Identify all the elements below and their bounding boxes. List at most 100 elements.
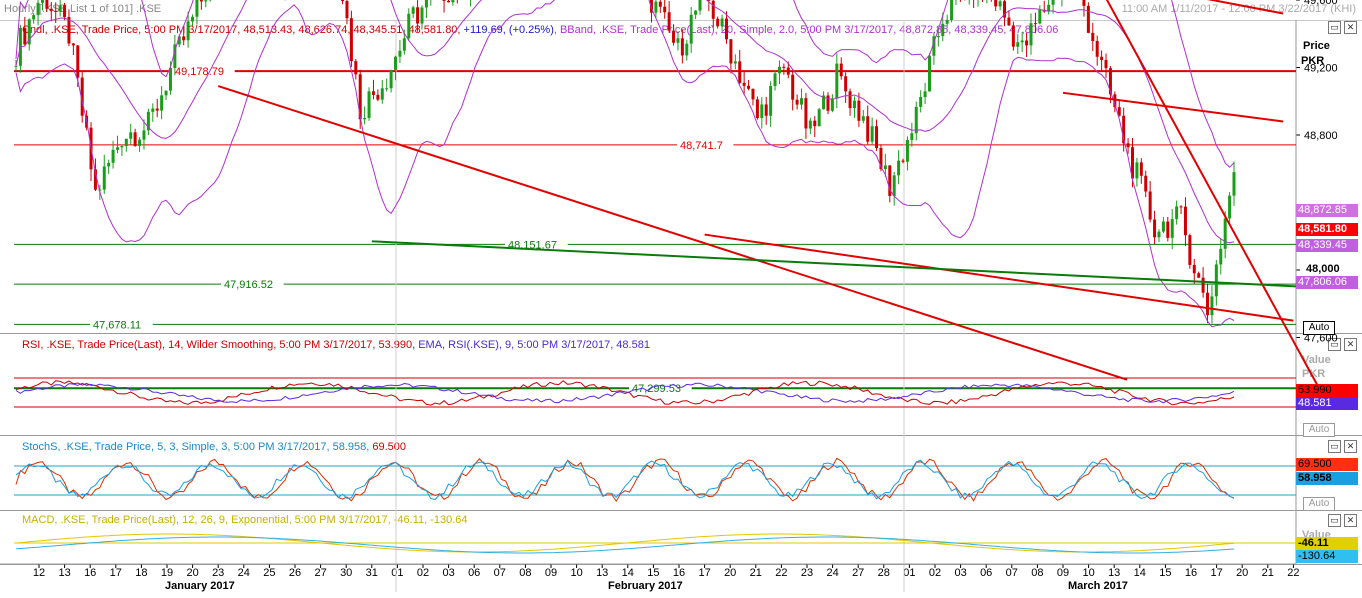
candle-body [883, 165, 887, 170]
day-label: 22 [775, 567, 787, 579]
candle-body [928, 55, 931, 92]
candle-body [817, 109, 821, 127]
candle-body [698, 0, 702, 11]
candle-body [777, 66, 781, 74]
candle-body [839, 63, 843, 77]
candle-body [1179, 206, 1183, 208]
candle-body [725, 18, 728, 40]
pane-restore-icon[interactable]: ▭ [1328, 21, 1341, 34]
day-label: 17 [1210, 567, 1222, 579]
level-label-bg [221, 277, 284, 291]
candle-body [371, 91, 375, 95]
candle-body [945, 19, 949, 24]
candle-body [376, 94, 380, 100]
candle-body [1175, 206, 1179, 220]
candle-body [1157, 231, 1161, 238]
candle-body [49, 8, 53, 11]
candle-body [451, 0, 455, 3]
rsi-restore-icon[interactable]: ▭ [1328, 338, 1341, 351]
candle-body [1161, 221, 1165, 232]
candle-body [848, 91, 852, 109]
candle-body [822, 95, 826, 110]
candle-body [795, 99, 799, 105]
candle-body [398, 50, 402, 57]
day-label: 27 [852, 567, 864, 579]
pane-close-icon[interactable]: ✕ [1344, 21, 1357, 34]
candle-body [950, 0, 954, 20]
day-label: 06 [980, 567, 992, 579]
candle-body [769, 86, 773, 116]
candle-body [54, 10, 58, 12]
candle-body [676, 38, 680, 43]
day-label: 15 [647, 567, 659, 579]
trend-line [1062, 91, 1284, 123]
candle-body [411, 7, 415, 14]
day-label: 17 [698, 567, 710, 579]
trend-line [217, 85, 1128, 381]
macd-close-icon[interactable]: ✕ [1344, 514, 1357, 527]
candle-body [107, 162, 111, 167]
candle-body [694, 10, 698, 15]
candles-group [14, 0, 1236, 324]
candle-body [1047, 4, 1051, 12]
day-label: 21 [750, 567, 762, 579]
candle-body [658, 1, 662, 7]
change-legend: +119.69, (+0.25%) [463, 24, 554, 36]
candle-body [133, 132, 137, 146]
candle-body [747, 85, 751, 89]
candle-body [1051, 0, 1055, 5]
candle-body [111, 149, 115, 163]
rsi-close-icon[interactable]: ✕ [1344, 338, 1357, 351]
day-label: 27 [314, 567, 326, 579]
day-label: 10 [570, 567, 582, 579]
day-label: 22 [1287, 567, 1299, 579]
day-label: 12 [33, 567, 45, 579]
candle-body [358, 74, 362, 120]
day-label: 07 [1006, 567, 1018, 579]
candle-body [760, 104, 764, 119]
price-auto-button[interactable]: Auto [1303, 321, 1335, 335]
candle-body [1003, 1, 1007, 18]
stoch-close-icon[interactable]: ✕ [1344, 440, 1357, 453]
candle-body [875, 126, 879, 148]
month-label: January 2017 [165, 580, 235, 592]
rsi-auto-button[interactable]: Auto [1303, 423, 1335, 437]
day-label: 20 [1236, 567, 1248, 579]
day-label: 20 [186, 567, 198, 579]
candle-body [204, 0, 208, 2]
macd-restore-icon[interactable]: ▭ [1328, 514, 1341, 527]
candle-body [680, 38, 684, 56]
day-label: 08 [1031, 567, 1043, 579]
candle-body [1100, 56, 1104, 61]
candle-body [830, 98, 834, 111]
candle-body [711, 0, 715, 19]
day-label: 02 [417, 567, 429, 579]
candle-body [1117, 107, 1121, 116]
candle-body [120, 146, 124, 148]
candle-body [1082, 0, 1086, 6]
day-label: 10 [1082, 567, 1094, 579]
day-label: 23 [801, 567, 813, 579]
stoch-auto-button[interactable]: Auto [1303, 497, 1335, 511]
trend-line [1207, 0, 1284, 15]
bband-legend: , BBand, .KSE, Trade Price(Last), 20, Si… [553, 24, 1059, 36]
candle-body [394, 56, 398, 70]
candle-body [994, 0, 998, 7]
horizontal-level-label: 49,178.79 [175, 66, 224, 78]
day-label: 31 [366, 567, 378, 579]
rsi-axis-unit: PKR [1302, 368, 1326, 380]
candle-body [341, 0, 345, 1]
day-label: 09 [545, 567, 557, 579]
month-label: February 2017 [608, 580, 683, 592]
candle-body [177, 36, 181, 45]
candle-body [835, 63, 839, 99]
candle-body [142, 130, 146, 140]
stoch-restore-icon[interactable]: ▭ [1328, 440, 1341, 453]
candle-body [446, 0, 450, 3]
candle-body [672, 30, 676, 43]
stoch-legend: StochS, .KSE, Trade Price, 5, 3, Simple,… [22, 441, 406, 453]
price-tick-label: 47,600 [1304, 333, 1338, 345]
macd-line [15, 533, 1235, 553]
price-tick-label: 48,800 [1304, 130, 1338, 142]
